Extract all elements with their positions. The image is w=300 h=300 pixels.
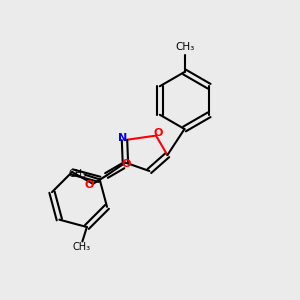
- Text: O: O: [121, 159, 131, 170]
- Text: O: O: [154, 128, 163, 138]
- Text: CH₃: CH₃: [175, 42, 194, 52]
- Text: CH₃: CH₃: [69, 169, 87, 179]
- Text: CH₃: CH₃: [72, 242, 91, 251]
- Text: N: N: [118, 133, 127, 143]
- Text: O: O: [85, 180, 94, 190]
